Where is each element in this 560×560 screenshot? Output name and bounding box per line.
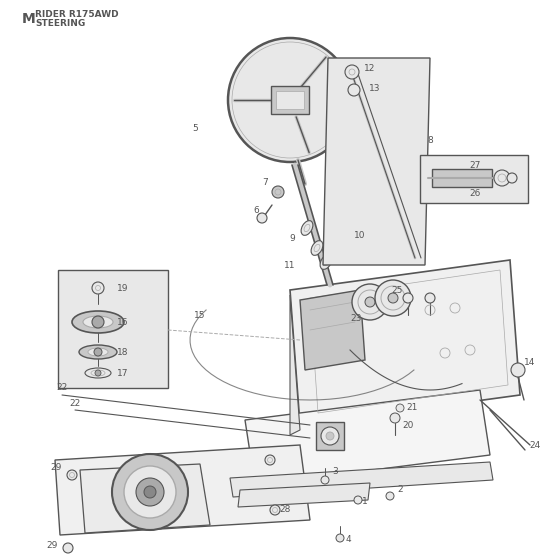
Circle shape: [494, 170, 510, 186]
Text: 19: 19: [117, 283, 129, 292]
Text: 12: 12: [365, 63, 376, 72]
Text: 10: 10: [354, 231, 366, 240]
Polygon shape: [80, 464, 210, 533]
Text: 26: 26: [469, 189, 480, 198]
Text: 9: 9: [289, 234, 295, 242]
Circle shape: [136, 478, 164, 506]
Bar: [420, 155, 528, 203]
Circle shape: [270, 505, 280, 515]
Circle shape: [67, 470, 77, 480]
Ellipse shape: [85, 368, 111, 378]
Circle shape: [341, 243, 351, 253]
Circle shape: [390, 413, 400, 423]
Text: 25: 25: [391, 286, 403, 295]
Polygon shape: [245, 390, 490, 485]
Circle shape: [265, 455, 275, 465]
Circle shape: [507, 173, 517, 183]
Ellipse shape: [83, 316, 113, 328]
Ellipse shape: [79, 345, 117, 359]
Polygon shape: [300, 290, 365, 370]
Text: 24: 24: [529, 441, 540, 450]
Bar: [58, 270, 168, 388]
Polygon shape: [230, 462, 493, 497]
Circle shape: [321, 427, 339, 445]
Circle shape: [326, 432, 334, 440]
Circle shape: [112, 454, 188, 530]
Text: 8: 8: [427, 136, 433, 144]
Circle shape: [403, 293, 413, 303]
Circle shape: [63, 543, 73, 553]
Text: 4: 4: [345, 535, 351, 544]
Text: RIDER R175AWD: RIDER R175AWD: [35, 10, 119, 19]
Circle shape: [375, 280, 411, 316]
Text: 6: 6: [253, 206, 259, 214]
Ellipse shape: [301, 221, 313, 235]
Circle shape: [94, 348, 102, 356]
Circle shape: [425, 293, 435, 303]
Text: 27: 27: [469, 161, 480, 170]
Text: 20: 20: [402, 421, 414, 430]
Text: 11: 11: [284, 260, 296, 269]
Text: 22: 22: [69, 399, 81, 408]
Circle shape: [396, 404, 404, 412]
Text: 22: 22: [57, 384, 68, 393]
Polygon shape: [323, 58, 430, 265]
Bar: [271, 86, 309, 114]
Circle shape: [511, 363, 525, 377]
Text: 18: 18: [117, 348, 129, 357]
Polygon shape: [290, 295, 300, 435]
Text: 16: 16: [117, 318, 129, 326]
Polygon shape: [290, 260, 520, 425]
Text: 17: 17: [117, 368, 129, 377]
Text: 28: 28: [279, 506, 291, 515]
Text: 2: 2: [397, 486, 403, 494]
Text: 14: 14: [524, 357, 536, 366]
Circle shape: [124, 466, 176, 518]
Circle shape: [257, 213, 267, 223]
Text: 29: 29: [46, 540, 58, 549]
Circle shape: [352, 284, 388, 320]
Text: 23: 23: [351, 314, 362, 323]
Circle shape: [272, 186, 284, 198]
Text: 3: 3: [332, 468, 338, 477]
Text: STEERING: STEERING: [35, 19, 85, 28]
Ellipse shape: [311, 241, 323, 255]
Circle shape: [386, 492, 394, 500]
Text: 21: 21: [407, 404, 418, 413]
Bar: [276, 91, 304, 109]
Circle shape: [92, 282, 104, 294]
Circle shape: [336, 534, 344, 542]
Bar: [316, 422, 344, 450]
Bar: [432, 169, 492, 187]
Circle shape: [348, 84, 360, 96]
Circle shape: [321, 476, 329, 484]
Text: M: M: [22, 12, 36, 26]
Ellipse shape: [88, 348, 108, 356]
Circle shape: [365, 297, 375, 307]
Circle shape: [95, 370, 101, 376]
Text: 1: 1: [362, 497, 368, 506]
Circle shape: [144, 486, 156, 498]
Circle shape: [354, 496, 362, 504]
Text: 29: 29: [50, 464, 62, 473]
Text: 15: 15: [194, 310, 206, 320]
Circle shape: [341, 223, 351, 233]
Circle shape: [228, 38, 352, 162]
Circle shape: [345, 65, 359, 79]
Circle shape: [92, 316, 104, 328]
Text: 5: 5: [192, 124, 198, 133]
Text: 7: 7: [262, 178, 268, 186]
Polygon shape: [55, 445, 310, 535]
Circle shape: [388, 293, 398, 303]
Ellipse shape: [72, 311, 124, 333]
Text: 13: 13: [369, 83, 381, 92]
Ellipse shape: [320, 255, 332, 269]
Polygon shape: [238, 483, 370, 507]
